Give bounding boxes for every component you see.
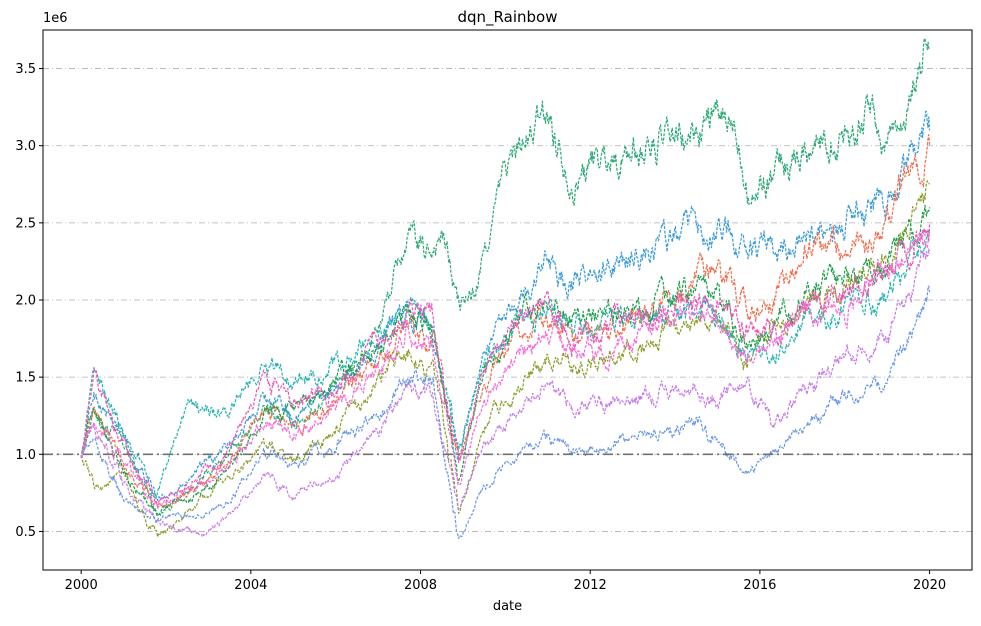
x-axis-label: date [493, 599, 522, 614]
series-layer [43, 37, 972, 540]
series-line-6 [80, 248, 931, 537]
ticks-layer: 0.5 1.0 1.5 2.0 2.5 3.0 3.5 2000 2004 2008 2012 201… [15, 62, 946, 593]
series-line-10 [80, 230, 931, 509]
x-tick-label: 2000 [65, 578, 98, 593]
series-line-7 [80, 285, 931, 540]
y-tick-label: 0.5 [15, 525, 36, 540]
series-line-9 [80, 222, 931, 505]
y-tick-label: 2.5 [15, 216, 36, 231]
series-line-1 [80, 37, 931, 516]
x-tick-label: 2004 [234, 578, 267, 593]
x-tick-label: 2008 [404, 578, 437, 593]
chart-title: dqn_Rainbow [458, 8, 558, 27]
y-tick-label: 3.0 [15, 139, 36, 154]
y-tick-label: 1.0 [15, 448, 36, 463]
x-tick-label: 2020 [913, 578, 946, 593]
y-tick-label: 2.0 [15, 294, 36, 309]
x-tick-label: 2016 [743, 578, 776, 593]
series-line-2 [80, 110, 931, 501]
x-tick-label: 2012 [574, 578, 607, 593]
y-tick-label: 3.5 [15, 62, 36, 77]
y-offset-label: 1e6 [43, 11, 68, 26]
series-line-4 [80, 180, 931, 538]
series-line-8 [80, 204, 931, 517]
y-tick-label: 1.5 [15, 371, 36, 386]
series-line-3 [80, 134, 931, 509]
